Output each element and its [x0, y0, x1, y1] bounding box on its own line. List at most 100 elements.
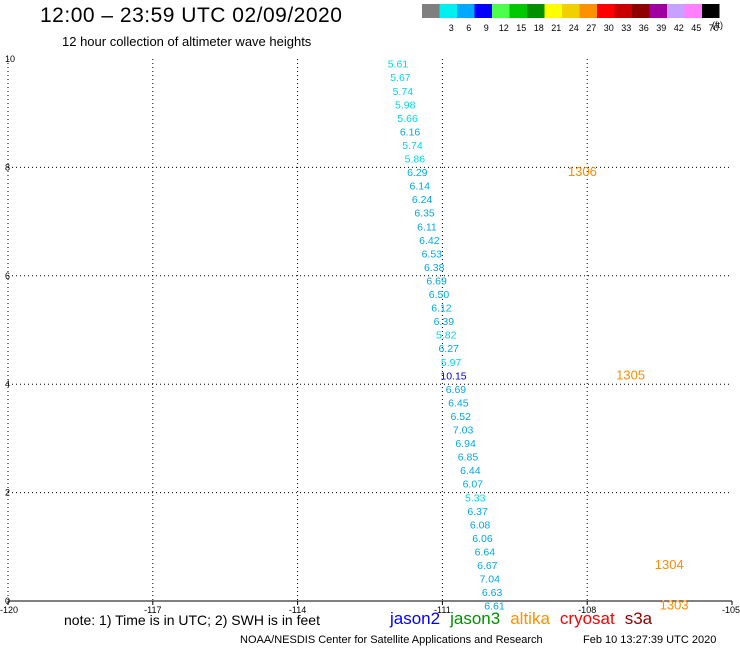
wave-height-point: 6.64 [475, 546, 496, 558]
colorbar-label: 15 [516, 23, 526, 33]
wave-height-point: 7.03 [453, 425, 474, 437]
colorbar-label: 39 [656, 23, 666, 33]
colorbar-swatch [457, 4, 475, 18]
wave-height-point: 6.69 [446, 384, 467, 396]
wave-height-point: 5.67 [390, 72, 411, 84]
wave-height-point: 6.29 [407, 167, 428, 179]
x-tick-label: -120 [0, 605, 18, 615]
colorbar-label: 3 [449, 23, 454, 33]
wave-height-point: 5.66 [397, 113, 418, 125]
wave-height-point: 6.61 [484, 601, 505, 613]
colorbar-swatch [702, 4, 720, 18]
colorbar-label: 18 [534, 23, 544, 33]
colorbar-swatch [439, 4, 457, 18]
colorbar-label: 36 [639, 23, 649, 33]
time-label: 1306 [568, 164, 597, 179]
colorbar-label: 27 [586, 23, 596, 33]
colorbar-label: 45 [691, 23, 701, 33]
wave-height-point: 5.74 [402, 140, 423, 152]
colorbar-label: 24 [569, 23, 579, 33]
colorbar-swatch [632, 4, 650, 18]
wave-height-point: 5.33 [465, 492, 486, 504]
y-tick-label: 8 [5, 162, 10, 172]
wave-height-point: 6.38 [424, 262, 445, 274]
colorbar-swatch [562, 4, 580, 18]
y-tick-label: 6 [5, 271, 10, 281]
satellite-altika: altika [510, 609, 550, 628]
x-tick-label: -105 [722, 605, 740, 615]
wave-height-point: 5.97 [441, 357, 462, 369]
wave-height-point: 6.42 [419, 235, 440, 247]
footer-note: note: 1) Time is in UTC; 2) SWH is in fe… [64, 612, 320, 628]
colorbar-swatch [684, 4, 702, 18]
wave-height-point: 5.74 [393, 86, 414, 98]
wave-height-point: 6.11 [417, 221, 437, 233]
wave-height-point: 6.24 [412, 194, 433, 206]
colorbar-label: 12 [499, 23, 509, 33]
wave-height-point: 5.98 [395, 99, 416, 111]
wave-height-point: 7.04 [479, 574, 500, 586]
wave-height-point: 6.52 [451, 411, 472, 423]
wave-height-point: 6.07 [463, 479, 484, 491]
x-tick-label: -111 [434, 605, 451, 615]
colorbar-legend: 3 6 9 12 15 18 21 24 27 30 33 36 39 42 45 70 [422, 4, 720, 33]
wave-height-point: 6.94 [455, 438, 476, 450]
credit-text: NOAA/NESDIS Center for Satellite Applica… [240, 634, 543, 646]
x-tick-label: -117 [144, 605, 161, 615]
colorbar-label: 21 [551, 23, 561, 33]
x-tick-label: -108 [578, 605, 596, 615]
y-tick-label: 10 [5, 54, 15, 64]
wave-height-point: 6.53 [422, 248, 443, 260]
satellite-jason2: jason2 [390, 609, 441, 628]
wave-height-point: 5.86 [405, 154, 426, 166]
colorbar-swatch [667, 4, 685, 18]
wave-height-point: 6.63 [482, 587, 503, 599]
wave-height-point: 6.35 [414, 208, 435, 220]
colorbar-label: 33 [621, 23, 631, 33]
wave-height-point: 6.08 [470, 519, 491, 531]
wave-height-point: 6.67 [477, 560, 498, 572]
wave-height-point: 6.06 [472, 533, 493, 545]
colorbar-label: 70 [709, 23, 719, 33]
satellite-legend: jason2 jason3 altika cryosat s3a [390, 609, 662, 629]
wave-height-point: 6.39 [434, 316, 455, 328]
colorbar-label: 6 [466, 23, 471, 33]
colorbar-label: 9 [484, 23, 489, 33]
colorbar-label: 30 [604, 23, 614, 33]
chart-title: 12:00 – 23:59 UTC 02/09/2020 [40, 4, 343, 27]
wave-height-point: 10.15 [440, 370, 466, 382]
satellite-jason3: jason3 [450, 609, 501, 628]
generated-timestamp: Feb 10 13:27:39 UTC 2020 [583, 634, 717, 646]
time-label: 1304 [655, 557, 684, 572]
time-label: 1303 [660, 598, 689, 613]
y-tick-label: 4 [5, 379, 10, 389]
colorbar-units: (ft) [712, 20, 723, 30]
wave-height-point: 6.50 [429, 289, 450, 301]
wave-height-point: 6.44 [460, 465, 481, 477]
wave-height-point: 6.69 [426, 275, 447, 287]
wave-height-point: 6.27 [438, 343, 459, 355]
wave-height-point: 5.61 [388, 59, 409, 71]
colorbar-swatch [614, 4, 632, 18]
satellite-cryosat: cryosat [559, 609, 615, 628]
colorbar-label: 42 [674, 23, 684, 33]
wave-height-point: 6.16 [400, 126, 421, 138]
wave-height-point: 6.45 [448, 397, 469, 409]
colorbar-swatch [597, 4, 615, 18]
colorbar-swatch [492, 4, 510, 18]
wave-height-point: 6.37 [467, 506, 488, 518]
colorbar-swatch [474, 4, 492, 18]
wave-height-point: 5.82 [436, 330, 457, 342]
chart-subtitle: 12 hour collection of altimeter wave hei… [62, 34, 312, 49]
colorbar-swatch [509, 4, 527, 18]
wave-height-point: 6.14 [409, 181, 430, 193]
colorbar-swatch [422, 4, 440, 18]
satellite-s3a: s3a [624, 609, 653, 628]
wave-height-point: 6.12 [431, 303, 452, 315]
time-label: 1305 [616, 367, 645, 382]
wave-height-point: 6.85 [458, 452, 479, 464]
colorbar-swatch [544, 4, 562, 18]
colorbar-swatch [527, 4, 545, 18]
colorbar-swatch [579, 4, 597, 18]
